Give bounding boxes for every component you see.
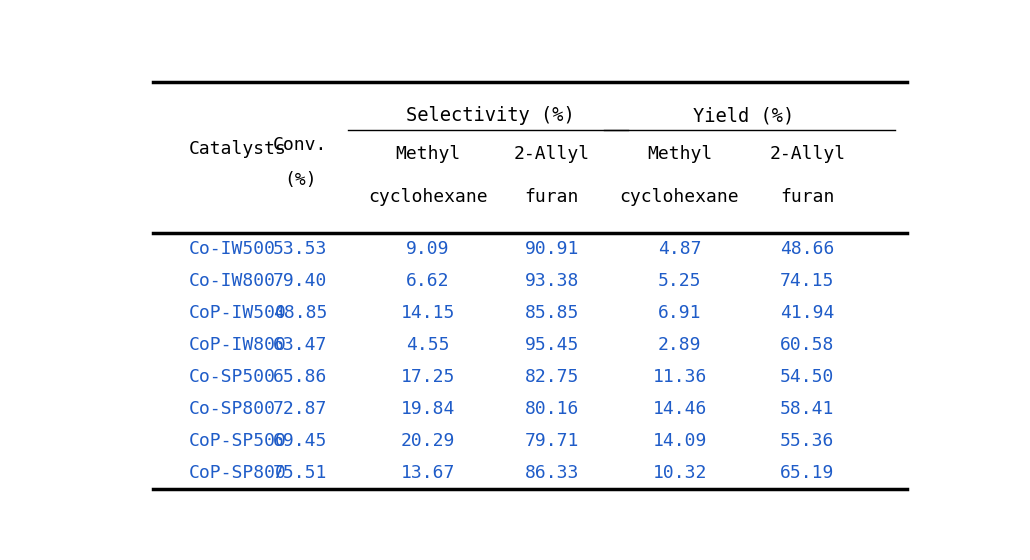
Text: 65.19: 65.19: [780, 464, 834, 482]
Text: Catalysts: Catalysts: [188, 140, 286, 158]
Text: 10.32: 10.32: [652, 464, 707, 482]
Text: 41.94: 41.94: [780, 304, 834, 322]
Text: 69.45: 69.45: [273, 432, 328, 450]
Text: 2-Allyl: 2-Allyl: [514, 145, 590, 163]
Text: 86.33: 86.33: [524, 464, 579, 482]
Text: 6.62: 6.62: [407, 272, 450, 290]
Text: 93.38: 93.38: [524, 272, 579, 290]
Text: 17.25: 17.25: [401, 368, 455, 386]
Text: CoP-SP500: CoP-SP500: [188, 432, 286, 450]
Text: 65.86: 65.86: [273, 368, 328, 386]
Text: 80.16: 80.16: [524, 400, 579, 418]
Text: Methyl: Methyl: [647, 145, 712, 163]
Text: 55.36: 55.36: [780, 432, 834, 450]
Text: 75.51: 75.51: [273, 464, 328, 482]
Text: Co-SP800: Co-SP800: [188, 400, 276, 418]
Text: Co-IW500: Co-IW500: [188, 240, 276, 258]
Text: 4.87: 4.87: [658, 240, 701, 258]
Text: 60.58: 60.58: [780, 336, 834, 354]
Text: furan: furan: [524, 188, 579, 206]
Text: 53.53: 53.53: [273, 240, 328, 258]
Text: 5.25: 5.25: [658, 272, 701, 290]
Text: 4.55: 4.55: [407, 336, 450, 354]
Text: 11.36: 11.36: [652, 368, 707, 386]
Text: Co-IW800: Co-IW800: [188, 272, 276, 290]
Text: 85.85: 85.85: [524, 304, 579, 322]
Text: 90.91: 90.91: [524, 240, 579, 258]
Text: 2.89: 2.89: [658, 336, 701, 354]
Text: 14.09: 14.09: [652, 432, 707, 450]
Text: Co-SP500: Co-SP500: [188, 368, 276, 386]
Text: 6.91: 6.91: [658, 304, 701, 322]
Text: 2-Allyl: 2-Allyl: [769, 145, 846, 163]
Text: 48.85: 48.85: [273, 304, 328, 322]
Text: 9.09: 9.09: [407, 240, 450, 258]
Text: 58.41: 58.41: [780, 400, 834, 418]
Text: CoP-IW500: CoP-IW500: [188, 304, 286, 322]
Text: 63.47: 63.47: [273, 336, 328, 354]
Text: 79.71: 79.71: [524, 432, 579, 450]
Text: 13.67: 13.67: [401, 464, 455, 482]
Text: cyclohexane: cyclohexane: [369, 188, 488, 206]
Text: 14.46: 14.46: [652, 400, 707, 418]
Text: 74.15: 74.15: [780, 272, 834, 290]
Text: Yield (%): Yield (%): [693, 106, 794, 125]
Text: CoP-IW800: CoP-IW800: [188, 336, 286, 354]
Text: 48.66: 48.66: [780, 240, 834, 258]
Text: Conv.: Conv.: [273, 136, 328, 154]
Text: 79.40: 79.40: [273, 272, 328, 290]
Text: 19.84: 19.84: [401, 400, 455, 418]
Text: 54.50: 54.50: [780, 368, 834, 386]
Text: 72.87: 72.87: [273, 400, 328, 418]
Text: CoP-SP800: CoP-SP800: [188, 464, 286, 482]
Text: (%): (%): [284, 171, 316, 189]
Text: 14.15: 14.15: [401, 304, 455, 322]
Text: Methyl: Methyl: [396, 145, 460, 163]
Text: 20.29: 20.29: [401, 432, 455, 450]
Text: furan: furan: [780, 188, 834, 206]
Text: 82.75: 82.75: [524, 368, 579, 386]
Text: Selectivity (%): Selectivity (%): [406, 106, 575, 125]
Text: 95.45: 95.45: [524, 336, 579, 354]
Text: cyclohexane: cyclohexane: [620, 188, 740, 206]
